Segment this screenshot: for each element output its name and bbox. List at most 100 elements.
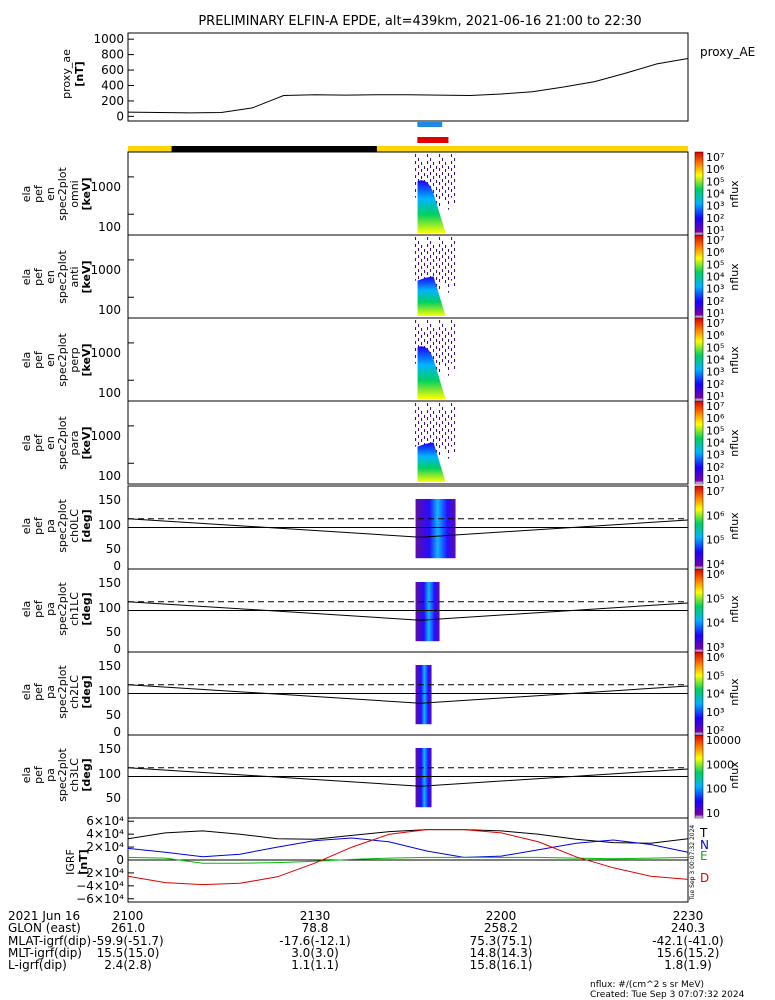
pa-tick-100: 100 <box>98 601 121 615</box>
energy-panel-frame <box>127 151 689 236</box>
igrf-tick-label: −4×10⁴ <box>76 879 124 893</box>
pa-tick-0: 0 <box>113 725 121 739</box>
energy-panel-label-2: pef <box>32 350 45 369</box>
igrf-y-label: IGRF <box>64 849 77 875</box>
ae-tick-label: 600 <box>101 63 124 77</box>
energy-panel-unit: [keV] <box>80 343 93 376</box>
igrf-tick-label: 6×10⁴ <box>86 814 124 828</box>
footer-value: 15.8(16.1) <box>470 958 533 972</box>
pa-panel-label-1: ela <box>20 518 33 535</box>
pa-tick-100: 100 <box>98 767 121 781</box>
energy-panel-unit: [keV] <box>80 260 93 293</box>
colorbar-tick: 10⁷ <box>706 317 724 330</box>
energy-panel-label-3: en <box>44 353 57 367</box>
igrf-lines <box>127 817 689 903</box>
colorbar-label: nflux <box>728 512 741 540</box>
colorbar-tick: 10³ <box>706 200 724 213</box>
colorbar-label: nflux <box>728 761 741 789</box>
pa-flux-blob <box>415 747 432 808</box>
zone-segment-yellow <box>376 146 688 152</box>
igrf-y-unit: [nT] <box>77 849 90 874</box>
energy-panel-label-1: ela <box>20 186 33 203</box>
pa-panel-label-3: pa <box>44 519 57 533</box>
colorbar <box>694 317 704 402</box>
pa-panel-label-5: ch0LC <box>68 509 81 543</box>
colorbar <box>694 485 704 570</box>
colorbar <box>694 734 704 819</box>
colorbar <box>694 400 704 485</box>
colorbar-tick: 10¹ <box>706 307 724 320</box>
colorbar-label: nflux <box>728 429 741 457</box>
footer-time-2200: 2200 <box>486 909 517 923</box>
energy-panel-label-1: ela <box>20 435 33 452</box>
energy-panel-label-3: en <box>44 270 57 284</box>
pa-tick-150: 150 <box>98 493 121 507</box>
footer-value: 261.0 <box>111 921 145 935</box>
footer-value: 14.8(14.3) <box>470 946 533 960</box>
pa-panel-label-1: ela <box>20 767 33 784</box>
colorbar-tick: 10² <box>706 378 724 391</box>
energy-tick-100: 100 <box>98 469 121 483</box>
pa-panel-label-2: pef <box>32 599 45 618</box>
pa-panel-plot: 10000 1000 100 10 <box>127 734 741 820</box>
colorbar-tick: 10⁵ <box>706 534 724 547</box>
footer-value: 78.8 <box>302 921 329 935</box>
pa-panel-unit: [deg] <box>80 758 93 791</box>
colorbar-tick: 10⁴ <box>706 688 725 701</box>
ae-tick-label: 0 <box>116 109 124 123</box>
colorbar-tick: 10000 <box>706 734 741 747</box>
colorbar-label: nflux <box>728 678 741 706</box>
energy-panel-label-3: en <box>44 187 57 201</box>
colorbar-tick: 10² <box>706 724 724 737</box>
zone-segment-yellow <box>128 146 172 152</box>
energy-panel-label-4: spec2plot <box>56 333 69 387</box>
pa-tick-0: 0 <box>113 642 121 656</box>
colorbar-tick: 10⁴ <box>706 558 725 571</box>
pa-tick-0: 0 <box>113 559 121 573</box>
pa-panel-label-2: pef <box>32 765 45 784</box>
footer-value: 75.3(75.1) <box>470 934 533 948</box>
energy-panel-label-5: perp <box>68 347 81 372</box>
colorbar-tick: 10⁷ <box>706 151 724 164</box>
pa-panel-plot: 10⁷ 10⁶ 10⁵ 10⁴ <box>127 485 725 571</box>
red-orbit-marker <box>417 137 449 143</box>
ae-y-label: proxy_ae <box>60 49 73 99</box>
footer-value: 1.8(1.9) <box>664 958 712 972</box>
footer-time-2130: 2130 <box>300 909 331 923</box>
energy-panel-label-4: spec2plot <box>56 167 69 221</box>
energy-panel-label-5: anti <box>68 266 81 287</box>
footer-time-2100: 2100 <box>113 909 144 923</box>
colorbar-tick: 10⁶ <box>706 246 725 259</box>
colorbar-tick: 10⁶ <box>706 163 725 176</box>
colorbar-tick: 10⁴ <box>706 617 725 630</box>
colorbar-tick: 10³ <box>706 449 724 462</box>
colorbar-tick: 10³ <box>706 641 724 654</box>
pa-panel-unit: [deg] <box>80 592 93 625</box>
ae-tick-label: 400 <box>101 78 124 92</box>
proxy-ae-line <box>127 58 689 114</box>
pa-panel-label-4: spec2plot <box>56 499 69 553</box>
energy-panel-label-4: spec2plot <box>56 416 69 470</box>
pa-panel-label-4: spec2plot <box>56 748 69 802</box>
pa-loss-cone-line <box>127 767 689 787</box>
colorbar-tick: 10⁴ <box>706 354 725 367</box>
ae-tick-label: 200 <box>101 94 124 108</box>
pa-tick-50: 50 <box>106 791 121 805</box>
energy-panel-label-5: para <box>68 431 81 456</box>
igrf-legend-N: N <box>700 838 709 852</box>
footer-row-label: MLAT-igrf(dip) <box>8 934 91 948</box>
pa-panel-ch3LC: ela pef pa spec2plot ch3LC [deg] 150 100… <box>20 742 741 805</box>
colorbar <box>694 568 704 653</box>
energy-panel-frame <box>127 234 689 319</box>
created-stamp: Created: Tue Sep 3 07:07:32 2024 <box>590 990 745 1000</box>
energy-tick-1000: 1000 <box>90 346 121 360</box>
colorbar-tick: 10⁷ <box>706 400 724 413</box>
energy-panel-omni: ela pef en spec2plot omni [keV] 1000 100… <box>20 167 741 234</box>
footer-value: 240.3 <box>671 921 705 935</box>
colorbar-tick: 10⁶ <box>706 412 725 425</box>
footer-value: 3.0(3.0) <box>291 946 339 960</box>
pa-flux-blob <box>415 581 440 642</box>
